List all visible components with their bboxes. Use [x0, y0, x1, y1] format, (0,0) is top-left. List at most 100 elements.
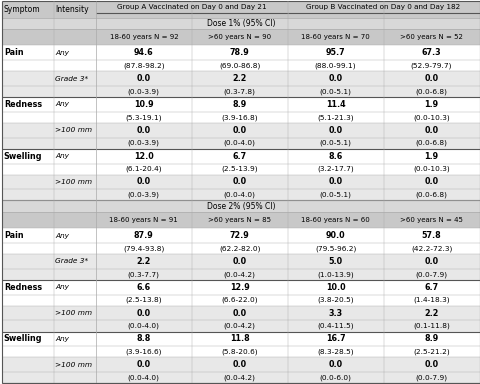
- Text: Swelling: Swelling: [4, 334, 42, 343]
- Bar: [2, 86, 480, 97]
- Text: (0.0-3.9): (0.0-3.9): [128, 192, 160, 198]
- Text: >100 mm: >100 mm: [55, 362, 92, 368]
- Text: (0.0-7.9): (0.0-7.9): [416, 374, 448, 381]
- Bar: [2, 18, 480, 30]
- Text: (88.0-99.1): (88.0-99.1): [315, 63, 357, 69]
- Text: (0.0-5.1): (0.0-5.1): [320, 88, 352, 95]
- Bar: [2, 112, 480, 123]
- Text: (2.5-21.2): (2.5-21.2): [413, 349, 450, 355]
- Text: 57.8: 57.8: [422, 231, 442, 240]
- Text: (1.4-18.3): (1.4-18.3): [413, 297, 450, 303]
- Text: (87.8-98.2): (87.8-98.2): [123, 63, 165, 69]
- Text: 18-60 years N = 60: 18-60 years N = 60: [301, 217, 370, 223]
- Text: 1.9: 1.9: [424, 100, 439, 109]
- Text: 0.0: 0.0: [424, 360, 439, 369]
- Bar: [2, 254, 480, 269]
- Text: (0.0-4.2): (0.0-4.2): [224, 374, 256, 381]
- Text: 18-60 years N = 92: 18-60 years N = 92: [109, 35, 178, 40]
- Text: Any: Any: [55, 336, 70, 342]
- Bar: [2, 358, 480, 372]
- Text: (2.5-13.9): (2.5-13.9): [221, 166, 258, 172]
- Text: 0.0: 0.0: [329, 360, 343, 369]
- Text: (0.1-11.8): (0.1-11.8): [413, 323, 450, 329]
- Text: 0.0: 0.0: [233, 360, 247, 369]
- Text: Dose 1% (95% CI): Dose 1% (95% CI): [207, 19, 275, 28]
- Text: 8.8: 8.8: [137, 334, 151, 343]
- Text: Group B Vaccinated on Day 0 and Day 182: Group B Vaccinated on Day 0 and Day 182: [307, 4, 461, 10]
- Bar: [2, 60, 480, 71]
- Bar: [2, 331, 480, 346]
- Text: Symptom: Symptom: [4, 5, 40, 14]
- Text: 3.3: 3.3: [329, 309, 343, 318]
- Text: 0.0: 0.0: [329, 177, 343, 187]
- Text: (0.3-7.7): (0.3-7.7): [128, 271, 160, 278]
- Text: (79.4-93.8): (79.4-93.8): [123, 245, 165, 252]
- Text: 0.0: 0.0: [329, 126, 343, 135]
- Bar: [2, 212, 480, 228]
- Text: (0.0-10.3): (0.0-10.3): [413, 114, 450, 121]
- Text: 2.2: 2.2: [137, 257, 151, 266]
- Text: (0.0-4.0): (0.0-4.0): [128, 374, 160, 381]
- Text: Any: Any: [55, 101, 70, 108]
- Text: (3.9-16.8): (3.9-16.8): [221, 114, 258, 121]
- Text: (3.2-17.7): (3.2-17.7): [317, 166, 354, 172]
- Text: >60 years N = 45: >60 years N = 45: [400, 217, 463, 223]
- Text: (0.0-4.0): (0.0-4.0): [128, 323, 160, 329]
- Text: 0.0: 0.0: [137, 177, 151, 187]
- Text: (0.0-3.9): (0.0-3.9): [128, 140, 160, 146]
- Text: Any: Any: [55, 233, 70, 238]
- Text: 0.0: 0.0: [424, 257, 439, 266]
- Text: Redness: Redness: [4, 283, 42, 292]
- Text: (6.1-20.4): (6.1-20.4): [126, 166, 162, 172]
- Text: Any: Any: [55, 284, 70, 290]
- Bar: [2, 200, 480, 212]
- Text: (3.9-16.6): (3.9-16.6): [126, 349, 162, 355]
- Text: (0.0-6.0): (0.0-6.0): [320, 374, 352, 381]
- Text: 90.0: 90.0: [326, 231, 346, 240]
- Text: Redness: Redness: [4, 100, 42, 109]
- Text: 2.2: 2.2: [233, 74, 247, 83]
- Text: 94.6: 94.6: [134, 48, 154, 57]
- Bar: [2, 372, 480, 383]
- Bar: [2, 1, 480, 18]
- Bar: [2, 306, 480, 321]
- Text: 8.9: 8.9: [424, 334, 439, 343]
- Text: (79.5-96.2): (79.5-96.2): [315, 245, 356, 252]
- Text: (0.0-4.0): (0.0-4.0): [224, 192, 256, 198]
- Text: >60 years N = 52: >60 years N = 52: [400, 35, 463, 40]
- Text: >100 mm: >100 mm: [55, 310, 92, 316]
- Text: (2.5-13.8): (2.5-13.8): [126, 297, 162, 303]
- Bar: [2, 280, 480, 295]
- Text: (52.9-79.7): (52.9-79.7): [411, 63, 452, 69]
- Bar: [2, 45, 480, 60]
- Text: (1.0-13.9): (1.0-13.9): [317, 271, 354, 278]
- Bar: [2, 321, 480, 331]
- Bar: [2, 295, 480, 306]
- Text: Group A Vaccinated on Day 0 and Day 21: Group A Vaccinated on Day 0 and Day 21: [117, 4, 266, 10]
- Bar: [2, 149, 480, 164]
- Text: 11.8: 11.8: [230, 334, 250, 343]
- Text: 5.0: 5.0: [329, 257, 343, 266]
- Text: 0.0: 0.0: [233, 309, 247, 318]
- Text: 6.7: 6.7: [424, 283, 439, 292]
- Bar: [2, 269, 480, 280]
- Bar: [2, 138, 480, 149]
- Text: 10.0: 10.0: [326, 283, 346, 292]
- Text: 2.2: 2.2: [424, 309, 439, 318]
- Text: 18-60 years N = 91: 18-60 years N = 91: [109, 217, 178, 223]
- Text: 0.0: 0.0: [137, 309, 151, 318]
- Text: (0.0-5.1): (0.0-5.1): [320, 140, 352, 146]
- Text: 8.6: 8.6: [328, 152, 343, 161]
- Text: (0.0-5.1): (0.0-5.1): [320, 192, 352, 198]
- Text: 0.0: 0.0: [424, 177, 439, 187]
- Bar: [2, 346, 480, 358]
- Text: 0.0: 0.0: [424, 74, 439, 83]
- Text: (42.2-72.3): (42.2-72.3): [411, 245, 452, 252]
- Text: 6.6: 6.6: [137, 283, 151, 292]
- Text: (0.0-3.9): (0.0-3.9): [128, 88, 160, 95]
- Bar: [2, 30, 480, 45]
- Text: 18-60 years N = 70: 18-60 years N = 70: [301, 35, 370, 40]
- Text: 67.3: 67.3: [422, 48, 442, 57]
- Text: 0.0: 0.0: [137, 126, 151, 135]
- Text: >60 years N = 90: >60 years N = 90: [208, 35, 271, 40]
